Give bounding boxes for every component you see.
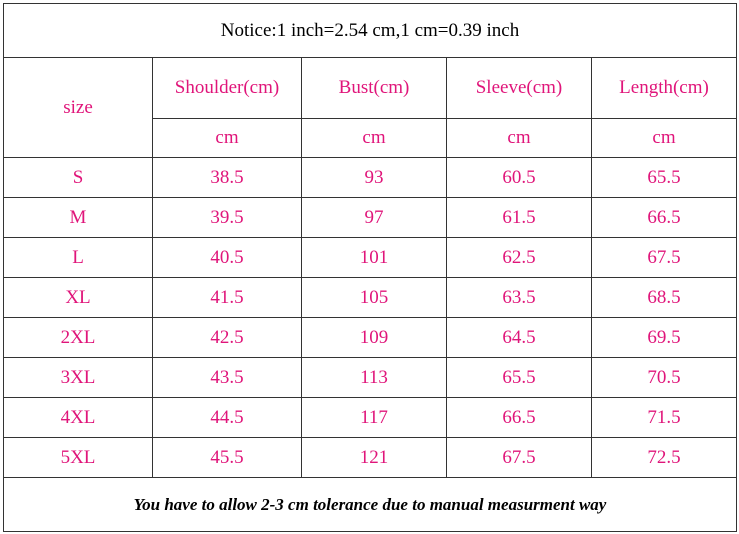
measurement: 101 bbox=[301, 237, 447, 278]
size-row: 4XL 44.5 117 66.5 71.5 bbox=[3, 397, 737, 438]
measurement: 93 bbox=[301, 157, 447, 198]
column-header: Sleeve(cm) bbox=[446, 57, 592, 119]
notice: Notice:1 inch=2.54 cm,1 cm=0.39 inch bbox=[3, 3, 737, 58]
measurement: 60.5 bbox=[446, 157, 592, 198]
measurement: 117 bbox=[301, 397, 447, 438]
measurement: 113 bbox=[301, 357, 447, 398]
size-table: Notice:1 inch=2.54 cm,1 cm=0.39 inch size… bbox=[3, 3, 737, 532]
column-header: Bust(cm) bbox=[301, 57, 447, 119]
size-label: XL bbox=[3, 277, 153, 318]
header-row: size Shoulder(cm) Bust(cm) Sleeve(cm) Length… bbox=[3, 57, 737, 158]
size-label: 4XL bbox=[3, 397, 153, 438]
measurement: 72.5 bbox=[591, 437, 737, 478]
size-row: XL 41.5 105 63.5 68.5 bbox=[3, 277, 737, 318]
measurement: 45.5 bbox=[152, 437, 302, 478]
notice-row: Notice:1 inch=2.54 cm,1 cm=0.39 inch bbox=[3, 3, 737, 58]
unit-label: cm bbox=[301, 118, 447, 158]
size-label: 3XL bbox=[3, 357, 153, 398]
measurement: 43.5 bbox=[152, 357, 302, 398]
size-row: M 39.5 97 61.5 66.5 bbox=[3, 197, 737, 238]
measurement: 121 bbox=[301, 437, 447, 478]
measurement: 67.5 bbox=[446, 437, 592, 478]
measurement: 97 bbox=[301, 197, 447, 238]
measurement: 65.5 bbox=[591, 157, 737, 198]
measurement: 41.5 bbox=[152, 277, 302, 318]
measurement: 68.5 bbox=[591, 277, 737, 318]
size-header: size bbox=[3, 57, 153, 158]
measurement: 64.5 bbox=[446, 317, 592, 358]
size-row: S 38.5 93 60.5 65.5 bbox=[3, 157, 737, 198]
measurement: 69.5 bbox=[591, 317, 737, 358]
measurement: 63.5 bbox=[446, 277, 592, 318]
measurement: 67.5 bbox=[591, 237, 737, 278]
measurement: 66.5 bbox=[446, 397, 592, 438]
unit-row: cm cm cm cm bbox=[4, 118, 737, 158]
size-label: L bbox=[3, 237, 153, 278]
measurement: 62.5 bbox=[446, 237, 592, 278]
measurement: 40.5 bbox=[152, 237, 302, 278]
footer-note: You have to allow 2-3 cm tolerance due t… bbox=[3, 477, 737, 532]
size-label: 5XL bbox=[3, 437, 153, 478]
measurement: 44.5 bbox=[152, 397, 302, 438]
measurement: 61.5 bbox=[446, 197, 592, 238]
size-row: 5XL 45.5 121 67.5 72.5 bbox=[3, 437, 737, 478]
measurement: 39.5 bbox=[152, 197, 302, 238]
size-label: S bbox=[3, 157, 153, 198]
size-label: M bbox=[3, 197, 153, 238]
unit-label: cm bbox=[591, 118, 737, 158]
column-header: Length(cm) bbox=[591, 57, 737, 119]
measurement: 38.5 bbox=[152, 157, 302, 198]
measurement: 109 bbox=[301, 317, 447, 358]
footer-row: You have to allow 2-3 cm tolerance due t… bbox=[3, 477, 737, 532]
measurement: 66.5 bbox=[591, 197, 737, 238]
measurement: 70.5 bbox=[591, 357, 737, 398]
size-row: 3XL 43.5 113 65.5 70.5 bbox=[3, 357, 737, 398]
measurement: 71.5 bbox=[591, 397, 737, 438]
size-row: L 40.5 101 62.5 67.5 bbox=[3, 237, 737, 278]
unit-label: cm bbox=[446, 118, 592, 158]
measurement: 105 bbox=[301, 277, 447, 318]
measurement: 65.5 bbox=[446, 357, 592, 398]
column-header: Shoulder(cm) bbox=[152, 57, 302, 119]
unit-label: cm bbox=[152, 118, 302, 158]
size-label: 2XL bbox=[3, 317, 153, 358]
size-row: 2XL 42.5 109 64.5 69.5 bbox=[3, 317, 737, 358]
measurement: 42.5 bbox=[152, 317, 302, 358]
